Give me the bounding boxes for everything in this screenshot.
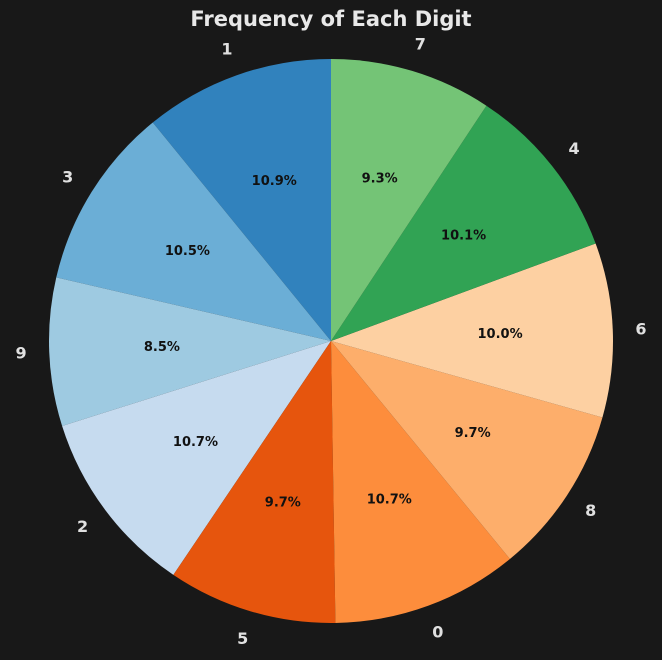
slice-percent-8: 9.7% (455, 426, 491, 441)
slice-label-1: 1 (221, 39, 232, 58)
slice-percent-4: 10.1% (441, 228, 486, 243)
slice-label-6: 6 (635, 319, 646, 338)
pie-slice-2 (62, 341, 331, 575)
slice-percent-5: 9.7% (265, 496, 301, 511)
slice-label-0: 0 (432, 623, 443, 642)
pie-slice-5 (173, 341, 336, 623)
pie-slice-3 (56, 122, 332, 341)
slice-percent-2: 10.7% (173, 435, 218, 450)
pie-slice-1 (152, 59, 331, 341)
slice-percent-0: 10.7% (367, 492, 412, 507)
chart-title: Frequency of Each Digit (190, 7, 471, 31)
slice-percent-6: 10.0% (478, 327, 523, 342)
pie-slice-4 (331, 105, 596, 341)
slice-label-4: 4 (569, 139, 580, 158)
slice-label-8: 8 (585, 501, 596, 520)
pie-slice-9 (49, 277, 331, 426)
slice-percent-1: 10.9% (252, 174, 297, 189)
pie-slices (49, 59, 613, 623)
slice-label-7: 7 (415, 34, 426, 53)
slice-label-2: 2 (77, 517, 88, 536)
pie-slice-8 (331, 341, 603, 559)
pie-slice-6 (331, 243, 613, 418)
pie-slice-7 (331, 59, 487, 341)
slice-label-9: 9 (15, 344, 26, 363)
slice-label-5: 5 (237, 629, 248, 648)
pie-labels: 1 10.9% 3 10.5% 9 8.5% 2 10.7% 5 9.7% 0 10.7% 8 9.7% 6… (15, 34, 646, 647)
pie-slice-0 (331, 341, 510, 623)
slice-percent-7: 9.3% (362, 171, 398, 186)
slice-percent-3: 10.5% (165, 244, 210, 259)
slice-percent-9: 8.5% (144, 340, 180, 355)
slice-label-3: 3 (62, 167, 73, 186)
